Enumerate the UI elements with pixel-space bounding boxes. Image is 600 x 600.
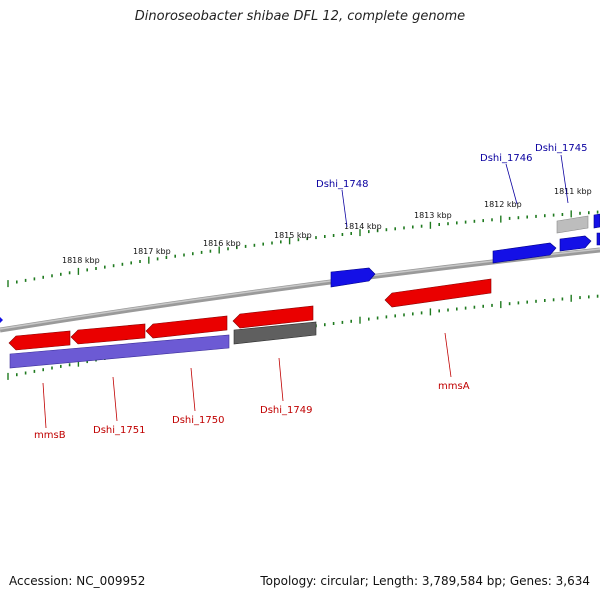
- operon-band[interactable]: [9, 334, 230, 369]
- leader-dshi-1751: [112, 376, 118, 422]
- leader-mmsa: [444, 332, 452, 378]
- scale-label-1813: 1813 kbp: [414, 211, 452, 220]
- leader-dshi-1749: [278, 357, 284, 402]
- leader-mmsb: [42, 382, 47, 429]
- gene-right-edge-forward-2[interactable]: [596, 232, 600, 246]
- label-dshi-1748[interactable]: Dshi_1748: [316, 179, 368, 190]
- label-dshi-1745[interactable]: Dshi_1745: [535, 143, 587, 154]
- leader-dshi-1746: [505, 163, 518, 205]
- leader-dshi-1748: [341, 189, 348, 228]
- scale-ticks: [7, 210, 599, 288]
- scale-label-1818: 1818 kbp: [62, 256, 100, 265]
- scale-label-1816: 1816 kbp: [203, 239, 241, 248]
- feature-bands: [9, 321, 317, 369]
- gene-mmsb[interactable]: [8, 330, 71, 351]
- label-mmsa[interactable]: mmsA: [438, 381, 470, 392]
- label-dshi-1746[interactable]: Dshi_1746: [480, 153, 532, 164]
- gene-right-edge-forward[interactable]: [593, 213, 600, 229]
- gene-labels: Dshi_1748 Dshi_1746 Dshi_1745 mmsB Dshi_…: [34, 143, 587, 441]
- scale-label-1814: 1814 kbp: [344, 222, 382, 231]
- label-leaders: [42, 154, 569, 429]
- label-mmsb[interactable]: mmsB: [34, 430, 66, 441]
- genome-stats-label: Topology: circular; Length: 3,789,584 bp…: [260, 574, 590, 588]
- gene-dshi-1751[interactable]: [70, 323, 146, 345]
- scale-label-1817: 1817 kbp: [133, 247, 171, 256]
- leader-dshi-1745: [560, 154, 569, 204]
- leader-dshi-1750: [190, 367, 196, 412]
- label-dshi-1750[interactable]: Dshi_1750: [172, 415, 224, 426]
- gene-left-edge-forward[interactable]: [0, 317, 3, 323]
- rna-feature-band[interactable]: [233, 321, 317, 345]
- forward-genes: [0, 213, 600, 323]
- label-dshi-1751[interactable]: Dshi_1751: [93, 425, 145, 436]
- pseudogene-dshi-1747[interactable]: [556, 215, 589, 234]
- scale-labels: 1818 kbp 1817 kbp 1816 kbp 1815 kbp 1814…: [62, 187, 592, 265]
- gene-dshi-1749[interactable]: [232, 305, 314, 329]
- genome-title: Dinoroseobacter shibae DFL 12, complete …: [134, 9, 466, 24]
- scale-label-1812: 1812 kbp: [484, 200, 522, 209]
- reverse-genes: [8, 278, 492, 351]
- gene-dshi-1748[interactable]: [330, 267, 376, 288]
- gene-mmsa[interactable]: [384, 278, 492, 308]
- scale-label-1811: 1811 kbp: [554, 187, 592, 196]
- accession-label: Accession: NC_009952: [9, 574, 146, 588]
- label-dshi-1749[interactable]: Dshi_1749: [260, 405, 312, 416]
- gene-dshi-1745[interactable]: [559, 235, 592, 252]
- gene-dshi-1746[interactable]: [492, 242, 557, 264]
- gene-dshi-1750[interactable]: [145, 315, 228, 339]
- scale-label-1815: 1815 kbp: [274, 231, 312, 240]
